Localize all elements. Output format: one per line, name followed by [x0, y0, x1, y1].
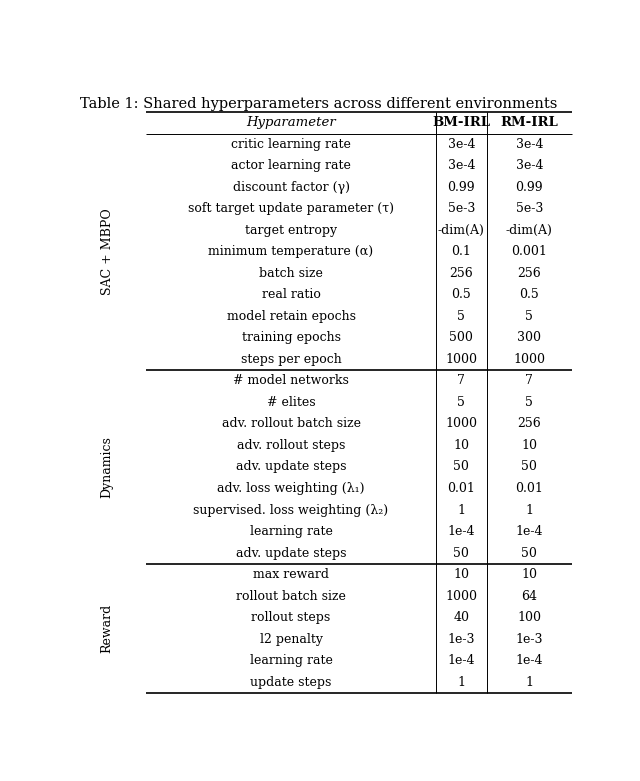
- Text: 0.01: 0.01: [447, 482, 476, 495]
- Text: 1e-3: 1e-3: [516, 633, 543, 646]
- Text: Table 1: Shared hyperparameters across different environments: Table 1: Shared hyperparameters across d…: [80, 98, 557, 112]
- Text: critic learning rate: critic learning rate: [231, 138, 351, 151]
- Text: adv. update steps: adv. update steps: [236, 547, 346, 559]
- Text: 10: 10: [453, 439, 469, 452]
- Text: Reward: Reward: [100, 604, 114, 653]
- Text: 3e-4: 3e-4: [516, 138, 543, 151]
- Text: adv. rollout steps: adv. rollout steps: [237, 439, 345, 452]
- Text: 1e-3: 1e-3: [447, 633, 475, 646]
- Text: 0.01: 0.01: [515, 482, 543, 495]
- Text: 5: 5: [525, 310, 533, 323]
- Text: 3e-4: 3e-4: [516, 159, 543, 173]
- Text: 5: 5: [525, 396, 533, 409]
- Text: 50: 50: [454, 461, 469, 473]
- Text: discount factor (γ): discount factor (γ): [232, 181, 349, 194]
- Text: 256: 256: [518, 267, 541, 280]
- Text: 64: 64: [522, 590, 538, 602]
- Text: learning rate: learning rate: [250, 525, 332, 538]
- Text: l2 penalty: l2 penalty: [259, 633, 323, 646]
- Text: 1000: 1000: [445, 418, 477, 430]
- Text: 500: 500: [449, 331, 474, 344]
- Text: # model networks: # model networks: [233, 374, 349, 387]
- Text: 3e-4: 3e-4: [447, 159, 475, 173]
- Text: rollout steps: rollout steps: [252, 611, 331, 624]
- Text: SAC + MBPO: SAC + MBPO: [100, 209, 114, 295]
- Text: 10: 10: [522, 439, 538, 452]
- Text: 1: 1: [525, 504, 533, 516]
- Text: 100: 100: [517, 611, 541, 624]
- Text: training epochs: training epochs: [241, 331, 340, 344]
- Text: Hyparameter: Hyparameter: [246, 116, 336, 130]
- Text: 5e-3: 5e-3: [448, 202, 475, 216]
- Text: 0.5: 0.5: [452, 288, 471, 301]
- Text: 7: 7: [458, 374, 465, 387]
- Text: batch size: batch size: [259, 267, 323, 280]
- Text: 1000: 1000: [513, 353, 545, 366]
- Text: Dynamics: Dynamics: [100, 436, 114, 498]
- Text: # elites: # elites: [267, 396, 316, 409]
- Text: 256: 256: [449, 267, 474, 280]
- Text: 50: 50: [454, 547, 469, 559]
- Text: 3e-4: 3e-4: [447, 138, 475, 151]
- Text: learning rate: learning rate: [250, 654, 332, 667]
- Text: RM-IRL: RM-IRL: [500, 116, 558, 130]
- Text: 300: 300: [517, 331, 541, 344]
- Text: 1000: 1000: [445, 353, 477, 366]
- Text: 10: 10: [453, 568, 469, 581]
- Text: 5: 5: [458, 396, 465, 409]
- Text: 1e-4: 1e-4: [447, 654, 475, 667]
- Text: 1e-4: 1e-4: [516, 525, 543, 538]
- Text: minimum temperature (α): minimum temperature (α): [209, 245, 374, 259]
- Text: 1: 1: [458, 676, 465, 689]
- Text: 50: 50: [522, 547, 538, 559]
- Text: 1e-4: 1e-4: [516, 654, 543, 667]
- Text: 1e-4: 1e-4: [447, 525, 475, 538]
- Text: 50: 50: [522, 461, 538, 473]
- Text: 7: 7: [525, 374, 533, 387]
- Text: adv. loss weighting (λ₁): adv. loss weighting (λ₁): [217, 482, 365, 495]
- Text: 5e-3: 5e-3: [516, 202, 543, 216]
- Text: max reward: max reward: [253, 568, 329, 581]
- Text: 10: 10: [522, 568, 538, 581]
- Text: BM-IRL: BM-IRL: [433, 116, 490, 130]
- Text: 5: 5: [458, 310, 465, 323]
- Text: actor learning rate: actor learning rate: [231, 159, 351, 173]
- Text: 0.99: 0.99: [516, 181, 543, 194]
- Text: 0.1: 0.1: [451, 245, 472, 259]
- Text: soft target update parameter (τ): soft target update parameter (τ): [188, 202, 394, 216]
- Text: 0.001: 0.001: [511, 245, 547, 259]
- Text: 40: 40: [453, 611, 469, 624]
- Text: adv. rollout batch size: adv. rollout batch size: [221, 418, 360, 430]
- Text: model retain epochs: model retain epochs: [227, 310, 355, 323]
- Text: 0.99: 0.99: [447, 181, 476, 194]
- Text: 1: 1: [525, 676, 533, 689]
- Text: update steps: update steps: [250, 676, 332, 689]
- Text: 0.5: 0.5: [520, 288, 540, 301]
- Text: steps per epoch: steps per epoch: [241, 353, 341, 366]
- Text: 1: 1: [458, 504, 465, 516]
- Text: adv. update steps: adv. update steps: [236, 461, 346, 473]
- Text: rollout batch size: rollout batch size: [236, 590, 346, 602]
- Text: -dim(A): -dim(A): [506, 224, 553, 237]
- Text: target entropy: target entropy: [245, 224, 337, 237]
- Text: -dim(A): -dim(A): [438, 224, 485, 237]
- Text: real ratio: real ratio: [262, 288, 321, 301]
- Text: supervised. loss weighting (λ₂): supervised. loss weighting (λ₂): [193, 504, 388, 516]
- Text: 1000: 1000: [445, 590, 477, 602]
- Text: 256: 256: [518, 418, 541, 430]
